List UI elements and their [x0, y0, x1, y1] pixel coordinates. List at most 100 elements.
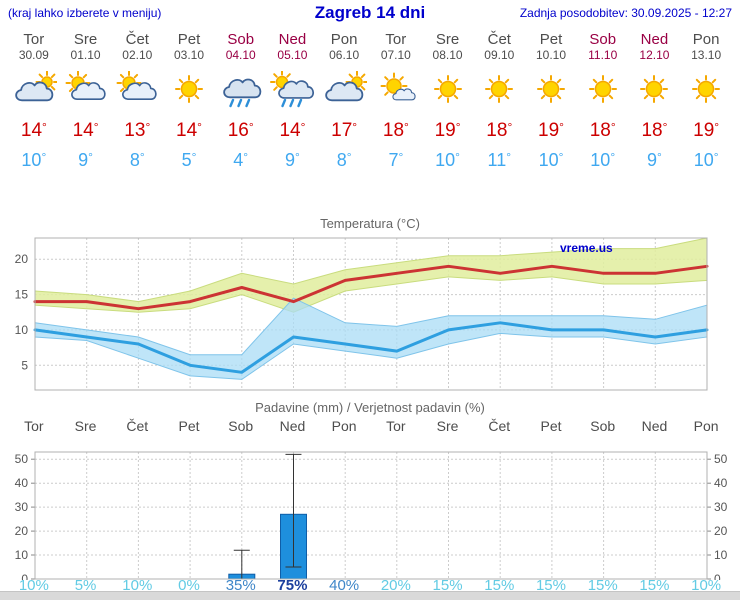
max-temperature: 13° [124, 120, 151, 141]
day-column[interactable]: Pon 06.10 17° 8° [318, 31, 370, 172]
degree-sign: ° [404, 120, 409, 134]
max-temperature: 18° [589, 120, 616, 141]
precip-probability: 20% [380, 577, 411, 594]
max-temperature: 14° [20, 120, 47, 141]
degree-sign: ° [145, 120, 151, 134]
precip-probability: 0% [178, 577, 200, 594]
day-column[interactable]: Pet 10.10 19° 10° [525, 31, 577, 172]
precip-day-label: Sre [436, 418, 459, 434]
max-temperature: 14° [72, 120, 99, 141]
precip-probability: 10% [691, 577, 722, 594]
degree-sign: ° [300, 120, 306, 134]
svg-text:20: 20 [714, 524, 728, 538]
min-temperature: 10° [435, 150, 460, 170]
day-date: 11.10 [588, 48, 618, 62]
rainsun-weather-icon [267, 68, 319, 112]
precip-day-label: Tor [386, 418, 406, 434]
precip-day-label: Sob [228, 418, 254, 434]
svg-text:50: 50 [15, 452, 29, 466]
degree-sign: ° [398, 150, 404, 164]
degree-sign: ° [657, 150, 662, 164]
svg-text:20: 20 [15, 524, 29, 538]
degree-sign: ° [243, 150, 249, 164]
day-name: Pon [692, 31, 720, 48]
min-temperature: 10° [693, 150, 719, 170]
precip-probability: 40% [329, 577, 360, 594]
degree-sign: ° [41, 150, 47, 164]
precip-probability: 10% [122, 577, 153, 594]
menu-hint: (kraj lahko izberete v meniju) [8, 6, 162, 20]
partly-icon-graphic [116, 71, 157, 100]
day-column[interactable]: Ned 12.10 18° 9° [629, 31, 681, 172]
day-column[interactable]: Sre 08.10 19° 10° [422, 31, 474, 172]
svg-text:40: 40 [15, 476, 29, 490]
last-update: Zadnja posodobitev: 30.09.2025 - 12:27 [519, 6, 732, 20]
rain-icon-graphic [222, 78, 261, 108]
day-column[interactable]: Tor 30.09 14° 10° [8, 31, 60, 172]
max-temperature: 14° [279, 120, 306, 141]
day-column[interactable]: Ned 05.10 14° 9° [267, 31, 319, 172]
degree-sign: ° [455, 120, 461, 134]
sunny-icon-graphic [174, 75, 203, 103]
day-date: 06.10 [329, 48, 360, 62]
day-column[interactable]: Sob 04.10 16° 4° [215, 31, 267, 172]
degree-sign: ° [139, 150, 145, 164]
day-date: 09.10 [484, 48, 515, 62]
min-temperature: 11° [487, 150, 512, 170]
rainsun-icon-graphic [270, 71, 315, 108]
precip-day-label: Čet [126, 418, 149, 434]
max-temperature: 14° [176, 120, 202, 141]
page-title: Zagreb 14 dni [314, 3, 426, 22]
day-date: 01.10 [70, 48, 101, 62]
day-date: 04.10 [225, 48, 256, 62]
degree-sign: ° [88, 150, 93, 164]
day-name: Čet [125, 31, 149, 48]
max-temperature: 19° [538, 120, 564, 141]
precip-probability: 35% [225, 577, 256, 594]
day-name: Sob [227, 31, 255, 48]
sunny-icon-graphic [588, 75, 617, 103]
sunny-icon-graphic [536, 75, 565, 103]
day-name: Pet [177, 31, 201, 48]
min-temperature: 9° [78, 150, 93, 170]
day-name: Čet [487, 31, 511, 48]
day-column[interactable]: Čet 09.10 18° 11° [473, 31, 525, 172]
temperature-chart-svg: 5 10 15 20 vreme.us [15, 237, 709, 391]
day-name: Sob [589, 31, 617, 48]
day-column[interactable]: Sob 11.10 18° 10° [577, 31, 629, 172]
degree-sign: ° [42, 120, 47, 134]
precip-day-label: Pet [540, 418, 562, 434]
min-temperature: 8° [336, 150, 352, 170]
day-name: Sre [435, 31, 460, 48]
precipitation-chart-svg: 0 0 10 10 20 20 30 30 40 40 50 50 [15, 451, 728, 580]
day-date: 05.10 [277, 48, 308, 62]
day-column[interactable]: Sre 01.10 14° 9° [60, 31, 112, 172]
precip-probability: 75% [277, 577, 308, 594]
sunny-icon-graphic [485, 75, 514, 103]
day-column[interactable]: Čet 02.10 13° 8° [111, 31, 163, 172]
horizontal-scrollbar[interactable] [0, 591, 740, 600]
svg-text:20: 20 [15, 252, 29, 266]
day-date: 10.10 [535, 48, 566, 62]
degree-sign: ° [352, 120, 358, 134]
min-temperature: 5° [181, 150, 197, 170]
watermark: vreme.us [560, 241, 613, 255]
precip-day-label: Čet [488, 418, 511, 434]
day-column[interactable]: Pon 13.10 19° 10° [680, 31, 732, 172]
degree-sign: ° [295, 150, 300, 164]
min-temperature: 10° [590, 150, 616, 170]
sunny-weather-icon [163, 68, 215, 112]
day-column[interactable]: Tor 07.10 18° 7° [370, 31, 422, 172]
sunny-weather-icon [422, 68, 474, 112]
day-name: Tor [385, 31, 407, 48]
degree-sign: ° [248, 120, 254, 134]
precip-day-labels: Tor Sre Čet Pet Sob Ned Pon Tor Sre Čet Pet Sob Ned P… [0, 418, 740, 434]
precipitation-chart-title: Padavine (mm) / Verjetnost padavin (%) [255, 400, 485, 415]
degree-sign: ° [506, 150, 512, 164]
degree-sign: ° [713, 150, 719, 164]
svg-text:10: 10 [15, 548, 29, 562]
day-column[interactable]: Pet 03.10 14° 5° [163, 31, 215, 172]
cloudy-weather-icon [318, 68, 370, 112]
day-name: Sre [73, 31, 98, 48]
precip-probability: 5% [74, 577, 97, 594]
